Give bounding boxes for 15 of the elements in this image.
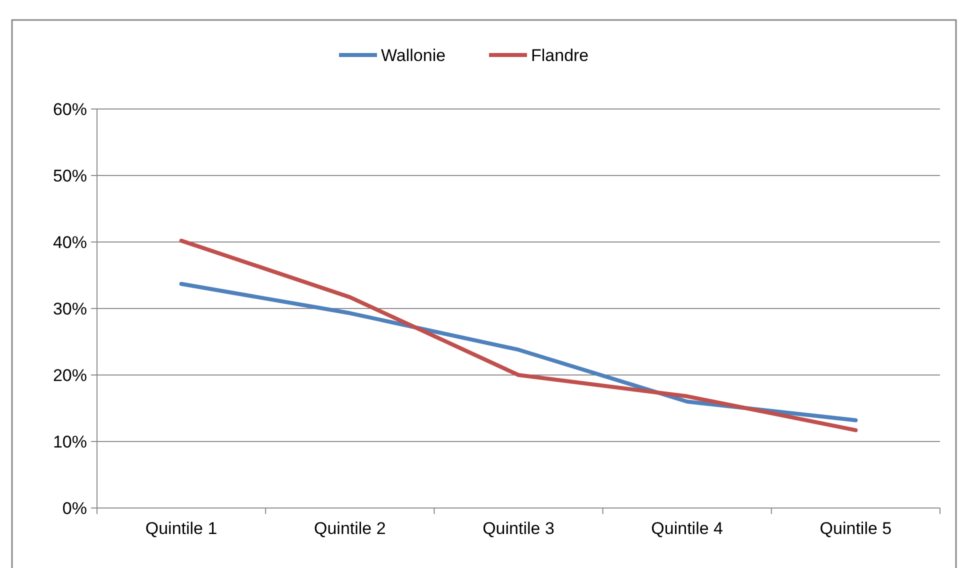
x-tick-label: Quintile 1 [145,519,218,538]
legend-label: Flandre [531,46,589,65]
y-tick-label: 0% [62,498,87,518]
x-tick-label: Quintile 2 [314,519,386,538]
y-tick-label: 10% [52,432,87,452]
y-tick-label: 60% [52,100,87,119]
y-tick-label: 30% [52,299,87,318]
legend-label: Wallonie [381,46,446,65]
x-tick-label: Quintile 4 [651,519,724,538]
y-tick-label: 50% [52,166,87,186]
y-tick-label: 20% [52,366,87,385]
x-tick-label: Quintile 5 [820,519,892,538]
x-tick-label: Quintile 3 [482,519,554,538]
y-tick-label: 40% [52,232,87,252]
line-series [179,238,858,432]
